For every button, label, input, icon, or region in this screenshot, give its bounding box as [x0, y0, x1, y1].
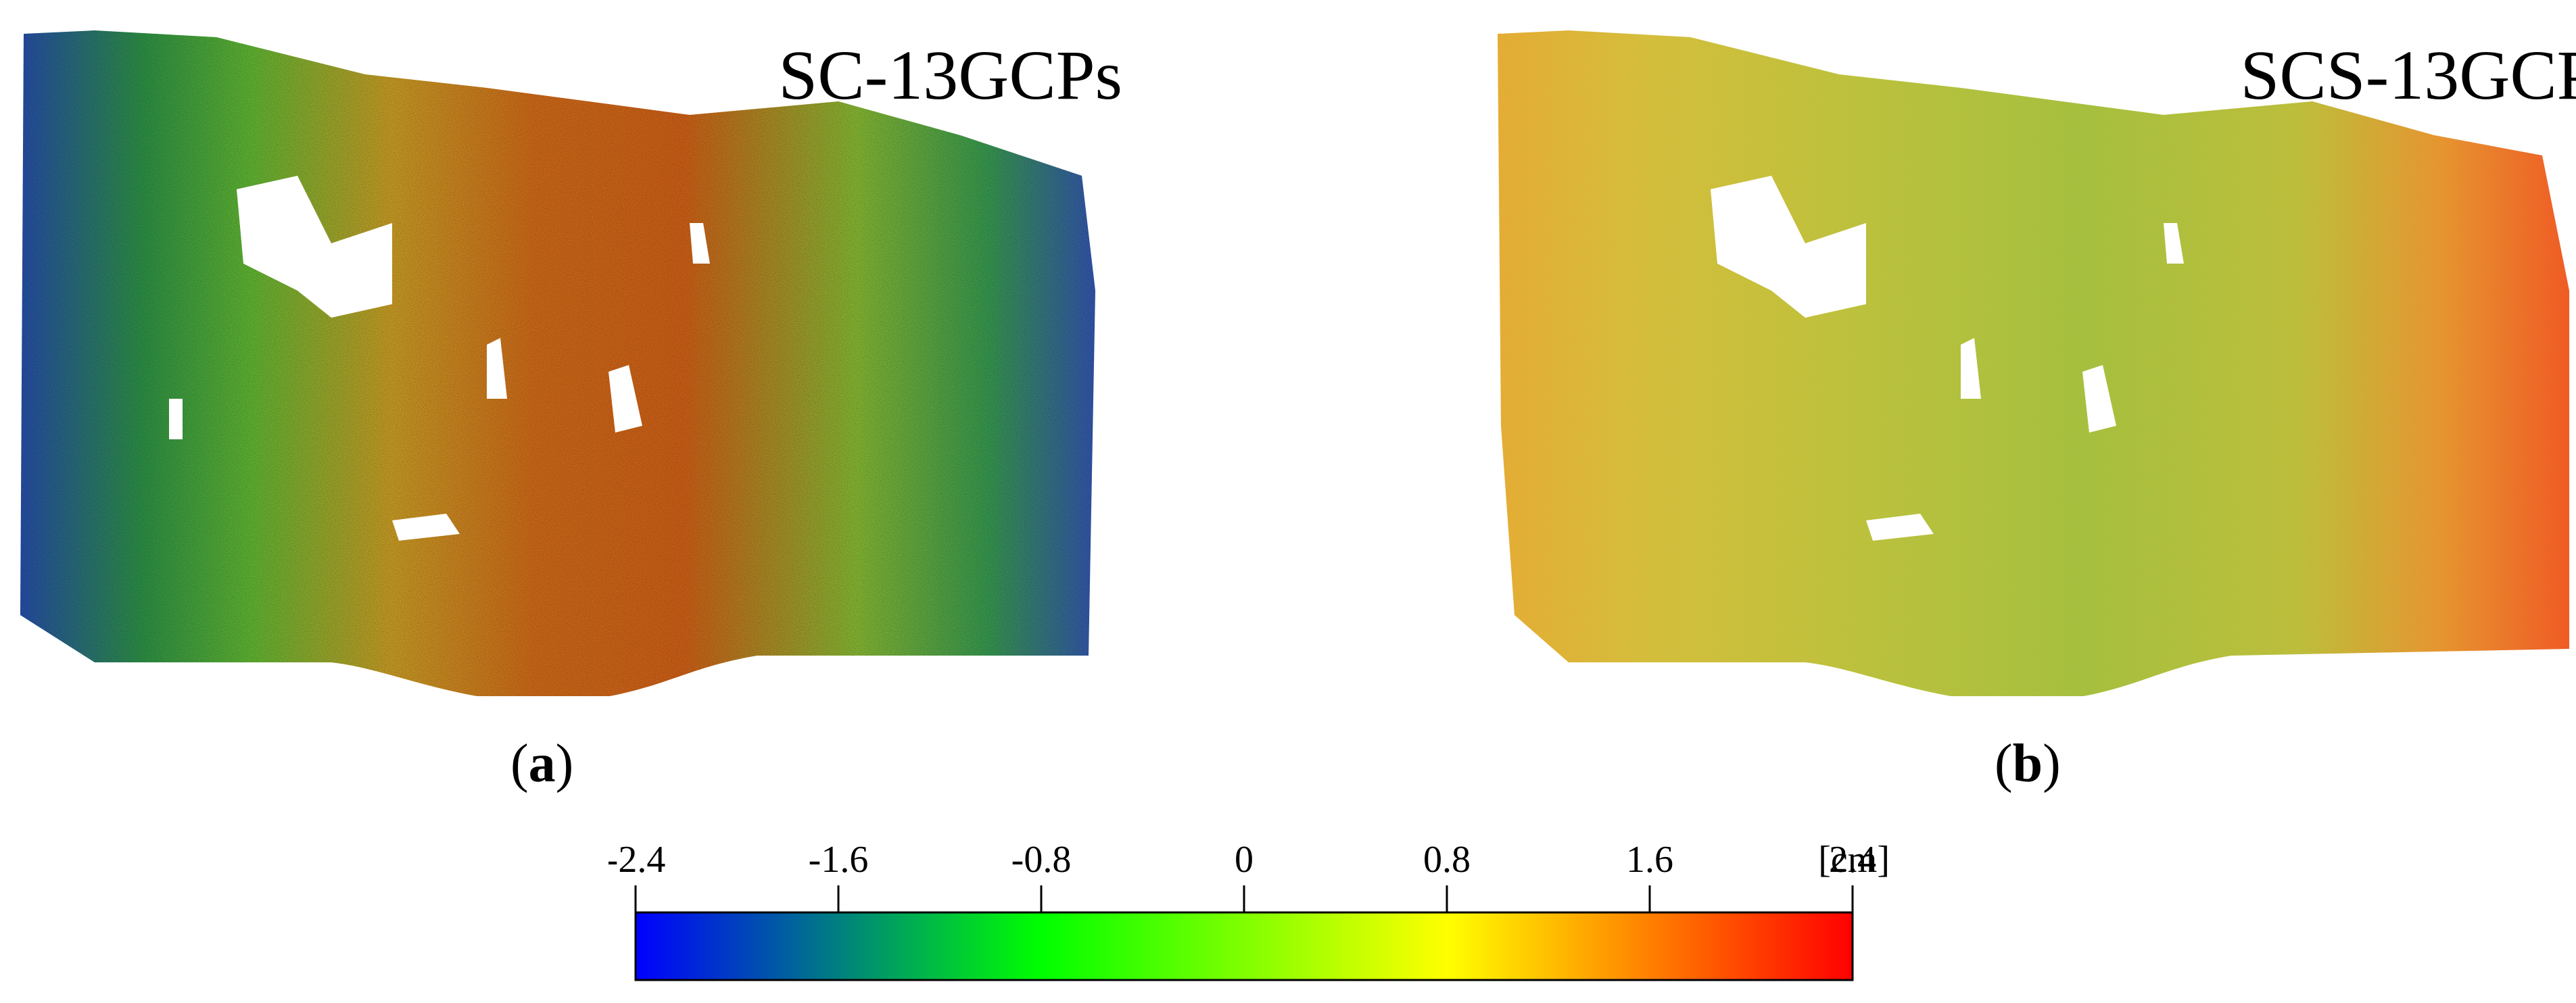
panel-caption-a: (a) — [510, 734, 574, 793]
colorbar: -2.4 -1.6 -0.8 0 0.8 1.6 2.4 [cm] — [609, 825, 1893, 1003]
caption-letter: b — [2012, 734, 2043, 793]
colorbar-tick-label: 0 — [1235, 839, 1254, 881]
colorbar-tick-label: 1.6 — [1626, 839, 1673, 881]
colorbar-gradient — [634, 911, 1854, 981]
panel-title: SCS-13GCPs — [2240, 36, 2576, 114]
point-cloud-a — [20, 30, 1095, 696]
colorbar-tick-label: 0.8 — [1423, 839, 1471, 881]
colorbar-tick-label: -0.8 — [1011, 839, 1072, 881]
colorbar-graphic: -2.4 -1.6 -0.8 0 0.8 1.6 2.4[cm] — [609, 839, 1890, 981]
panel-title: SC-13GCPs — [778, 36, 1122, 114]
colorbar-unit: [cm] — [1818, 839, 1890, 881]
panel-b: SCS-13GCPs — [1487, 20, 2576, 696]
colorbar-tick-label: -2.4 — [609, 839, 665, 881]
point-cloud-b — [1498, 30, 2569, 696]
panel-caption-b: (b) — [1995, 734, 2061, 793]
panel-a: SC-13GCPs — [14, 20, 1122, 696]
colorbar-tick-label: -1.6 — [809, 839, 869, 881]
caption-letter: a — [528, 734, 556, 793]
colorbar-tick-label: 2.4 — [1829, 839, 1876, 881]
